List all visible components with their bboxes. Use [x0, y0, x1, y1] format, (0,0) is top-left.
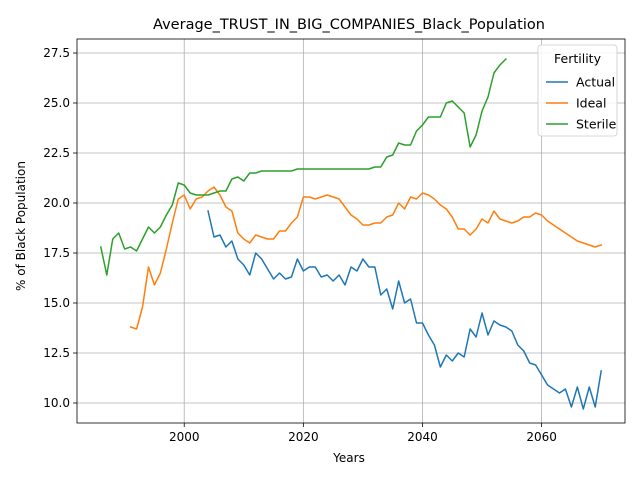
- x-tick-label: 2060: [526, 430, 557, 444]
- y-axis: 10.0 12.5 15.0 17.5 20.0 22.5 25.0 27.5: [43, 46, 77, 410]
- y-tick-label: 15.0: [43, 296, 70, 310]
- plot-area-frame: [76, 38, 626, 424]
- y-axis-label: % of Black Population: [14, 161, 28, 291]
- series-line-ideal: [129, 186, 603, 330]
- x-axis-label: Years: [332, 451, 365, 465]
- y-tick-label: 27.5: [43, 46, 70, 60]
- legend-title: Fertility: [554, 51, 602, 66]
- x-tick-label: 2000: [169, 430, 200, 444]
- x-axis: 2000 2020 2040 2060: [169, 423, 557, 444]
- y-tick-label: 17.5: [43, 246, 70, 260]
- y-tick-label: 25.0: [43, 96, 70, 110]
- y-tick-label: 20.0: [43, 196, 70, 210]
- legend-box: [537, 44, 618, 137]
- legend-items: Actual Ideal Sterile: [546, 75, 617, 132]
- legend-label-sterile: Sterile: [576, 117, 617, 132]
- series-line-sterile: [99, 57, 507, 276]
- series-line-actual: [207, 210, 603, 410]
- legend-label-ideal: Ideal: [576, 96, 606, 111]
- x-tick-label: 2020: [288, 430, 319, 444]
- legend: Fertility Actual Ideal Sterile: [537, 44, 618, 137]
- series-lines: [99, 57, 603, 410]
- y-tick-label: 12.5: [43, 346, 70, 360]
- x-tick-label: 2040: [407, 430, 438, 444]
- y-tick-label: 10.0: [43, 396, 70, 410]
- grid-lines: [77, 39, 625, 423]
- chart-title: Average_TRUST_IN_BIG_COMPANIES_Black_Pop…: [153, 17, 545, 33]
- legend-label-actual: Actual: [576, 75, 615, 90]
- y-tick-label: 22.5: [43, 146, 70, 160]
